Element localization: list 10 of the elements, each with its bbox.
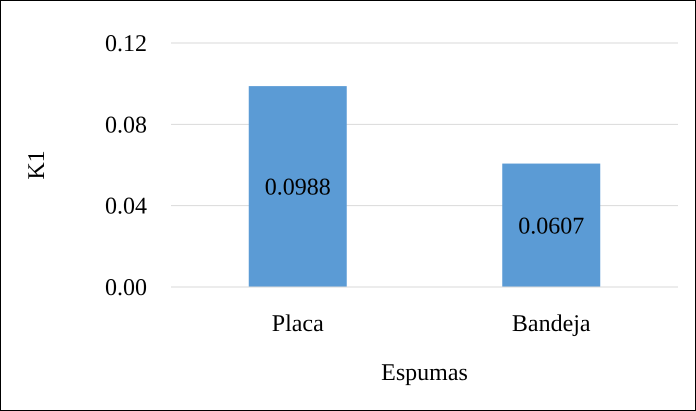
y-tick-label: 0.00 xyxy=(105,275,147,301)
data-label: 0.0988 xyxy=(264,174,331,201)
x-tick-label: Placa xyxy=(272,311,324,337)
y-tick-label: 0.04 xyxy=(105,194,147,220)
data-label: 0.0607 xyxy=(518,213,584,240)
y-tick-label: 0.08 xyxy=(105,112,147,138)
y-tick-label: 0.12 xyxy=(105,31,147,57)
x-tick-label: Bandeja xyxy=(512,311,591,337)
x-axis-title: Espumas xyxy=(381,360,468,386)
y-axis-title: K1 xyxy=(24,150,50,180)
